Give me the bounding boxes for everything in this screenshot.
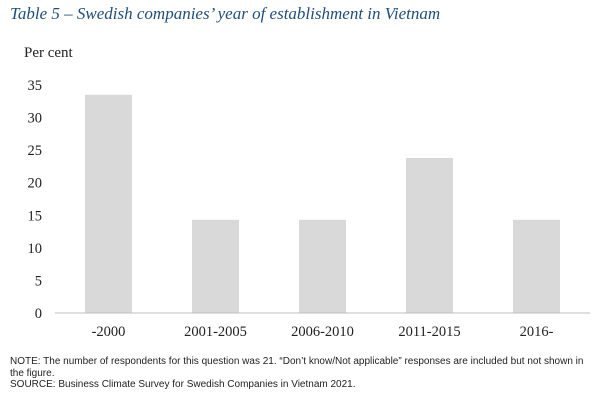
y-tick-label: 25 (28, 143, 43, 159)
x-tick-label: 2016- (520, 324, 554, 340)
x-tick-label: 2006-2010 (291, 324, 354, 340)
bar-chart: 0 5 10 15 20 25 30 35 -2000 2001-2005 2006-2010 20… (28, 78, 590, 340)
y-tick-label: 5 (35, 273, 42, 289)
x-tick-label: -2000 (92, 324, 126, 340)
chart-title: Table 5 – Swedish companies’ year of est… (10, 4, 441, 23)
y-tick-label: 35 (28, 78, 43, 94)
footnotes: NOTE: The number of respondents for this… (10, 356, 595, 391)
source-text: SOURCE: Business Climate Survey for Swed… (10, 379, 356, 390)
bar (299, 219, 346, 313)
x-axis-ticks: -2000 2001-2005 2006-2010 2011-2015 2016- (92, 324, 554, 340)
y-tick-label: 0 (35, 306, 42, 322)
bar (513, 219, 560, 313)
note-text: NOTE: The number of respondents for this… (10, 356, 584, 379)
y-axis-label: Per cent (24, 45, 73, 61)
bar (192, 219, 239, 313)
bar (85, 94, 132, 314)
y-tick-label: 10 (28, 241, 43, 257)
x-tick-label: 2001-2005 (184, 324, 247, 340)
y-tick-label: 30 (28, 111, 43, 127)
y-tick-label: 20 (28, 176, 43, 192)
x-tick-label: 2011-2015 (398, 324, 460, 340)
bars (85, 94, 560, 314)
y-tick-label: 15 (28, 208, 43, 224)
bar (406, 157, 453, 313)
y-axis-ticks: 0 5 10 15 20 25 30 35 (28, 78, 43, 322)
